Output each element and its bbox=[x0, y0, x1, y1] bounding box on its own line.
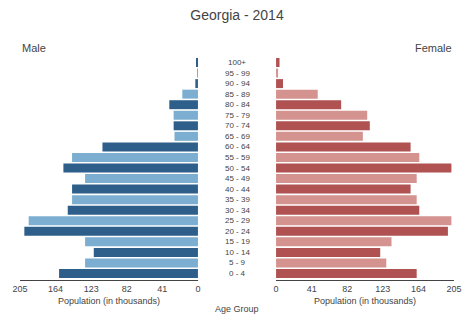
svg-text:0: 0 bbox=[274, 284, 279, 294]
svg-text:60 - 64: 60 - 64 bbox=[225, 142, 250, 151]
svg-text:164: 164 bbox=[48, 284, 63, 294]
svg-text:41: 41 bbox=[307, 284, 317, 294]
svg-text:5 - 9: 5 - 9 bbox=[229, 258, 246, 267]
svg-text:0 - 4: 0 - 4 bbox=[229, 269, 246, 278]
svg-text:70 - 74: 70 - 74 bbox=[225, 121, 250, 130]
svg-text:50 - 54: 50 - 54 bbox=[225, 164, 250, 173]
svg-text:Male: Male bbox=[22, 42, 46, 54]
svg-text:75 - 79: 75 - 79 bbox=[225, 111, 250, 120]
svg-text:95 - 99: 95 - 99 bbox=[225, 69, 250, 78]
svg-text:25 - 29: 25 - 29 bbox=[225, 216, 250, 225]
svg-text:41: 41 bbox=[157, 284, 167, 294]
svg-text:80 - 84: 80 - 84 bbox=[225, 100, 250, 109]
svg-text:90 - 94: 90 - 94 bbox=[225, 79, 250, 88]
svg-text:35 - 39: 35 - 39 bbox=[225, 195, 250, 204]
svg-text:20 - 24: 20 - 24 bbox=[225, 227, 250, 236]
svg-text:205: 205 bbox=[12, 284, 27, 294]
svg-text:82: 82 bbox=[122, 284, 132, 294]
svg-text:85 - 89: 85 - 89 bbox=[225, 90, 250, 99]
svg-text:15 - 19: 15 - 19 bbox=[225, 237, 250, 246]
svg-text:Age Group: Age Group bbox=[215, 304, 259, 314]
svg-text:55 - 59: 55 - 59 bbox=[225, 153, 250, 162]
svg-text:65 - 69: 65 - 69 bbox=[225, 132, 250, 141]
svg-text:40 - 44: 40 - 44 bbox=[225, 185, 250, 194]
svg-text:164: 164 bbox=[411, 284, 426, 294]
svg-text:30 - 34: 30 - 34 bbox=[225, 206, 250, 215]
svg-text:123: 123 bbox=[375, 284, 390, 294]
svg-text:Georgia - 2014: Georgia - 2014 bbox=[190, 7, 284, 23]
svg-text:Population (in thousands): Population (in thousands) bbox=[58, 296, 160, 306]
svg-text:Population (in thousands): Population (in thousands) bbox=[314, 296, 416, 306]
svg-text:Female: Female bbox=[415, 42, 452, 54]
svg-text:45 - 49: 45 - 49 bbox=[225, 174, 250, 183]
svg-text:82: 82 bbox=[342, 284, 352, 294]
svg-text:205: 205 bbox=[446, 284, 461, 294]
svg-text:123: 123 bbox=[84, 284, 99, 294]
svg-text:10 - 14: 10 - 14 bbox=[225, 248, 250, 257]
svg-text:0: 0 bbox=[195, 284, 200, 294]
svg-text:100+: 100+ bbox=[228, 58, 246, 67]
